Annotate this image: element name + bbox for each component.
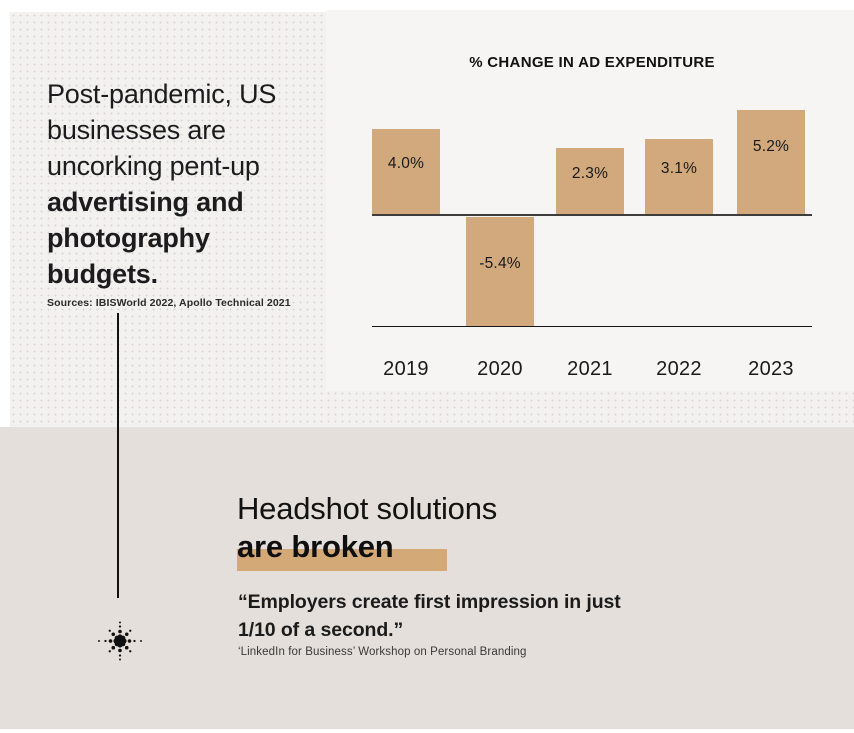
headline-line1: Headshot solutions bbox=[237, 491, 498, 526]
bar-2022: 3.1% bbox=[645, 139, 713, 215]
headline-highlight-bar bbox=[237, 549, 447, 571]
x-axis-label-2020: 2020 bbox=[477, 358, 523, 380]
quote-text: “Employers create first impression in ju… bbox=[238, 589, 621, 644]
bar-value-label: 4.0% bbox=[387, 155, 425, 172]
bar-2021: 2.3% bbox=[556, 148, 624, 215]
x-axis-label-2021: 2021 bbox=[567, 358, 613, 380]
connector-line bbox=[117, 313, 119, 598]
starburst-icon bbox=[98, 621, 142, 661]
intro-line: uncorking pent-up bbox=[47, 151, 260, 181]
sources-caption: Sources: IBISWorld 2022, Apollo Technica… bbox=[47, 297, 291, 309]
bar-value-label: 3.1% bbox=[660, 160, 698, 177]
headline-line2: are broken bbox=[237, 529, 394, 564]
bar-value-label: 5.2% bbox=[752, 137, 790, 155]
intro-line-bold: budgets. bbox=[47, 259, 158, 289]
intro-line-bold: advertising and bbox=[47, 187, 244, 217]
x-axis-label-2019: 2019 bbox=[383, 358, 429, 380]
x-axis-label-2022: 2022 bbox=[656, 358, 702, 380]
quote-attribution: ‘LinkedIn for Business’ Workshop on Pers… bbox=[238, 646, 527, 658]
x-axis-label-2023: 2023 bbox=[748, 358, 794, 380]
intro-line: Post-pandemic, US bbox=[47, 79, 277, 109]
quote-line: 1/10 of a second.” bbox=[238, 618, 404, 641]
chart-baseline bbox=[372, 326, 812, 327]
quote-line: “Employers create first impression in ju… bbox=[238, 591, 621, 613]
bar-2020: -5.4% bbox=[466, 217, 534, 327]
headline-block: Headshot solutions are broken bbox=[237, 490, 498, 571]
intro-text-block: Post-pandemic, US businesses are uncorki… bbox=[47, 76, 276, 292]
bar-value-label: 2.3% bbox=[571, 164, 609, 182]
bottom-section bbox=[0, 427, 854, 729]
intro-line-bold: photography bbox=[47, 223, 210, 253]
bar-chart: % CHANGE IN AD EXPENDITURE 4.0% 2019 -5.4%… bbox=[372, 54, 812, 380]
bar-value-label: -5.4% bbox=[479, 255, 521, 272]
chart-zero-line bbox=[372, 214, 812, 216]
chart-title: % CHANGE IN AD EXPENDITURE bbox=[469, 54, 715, 71]
intro-line: businesses are bbox=[47, 115, 226, 145]
bar-2019: 4.0% bbox=[372, 129, 440, 215]
bar-2023: 5.2% bbox=[737, 110, 805, 215]
